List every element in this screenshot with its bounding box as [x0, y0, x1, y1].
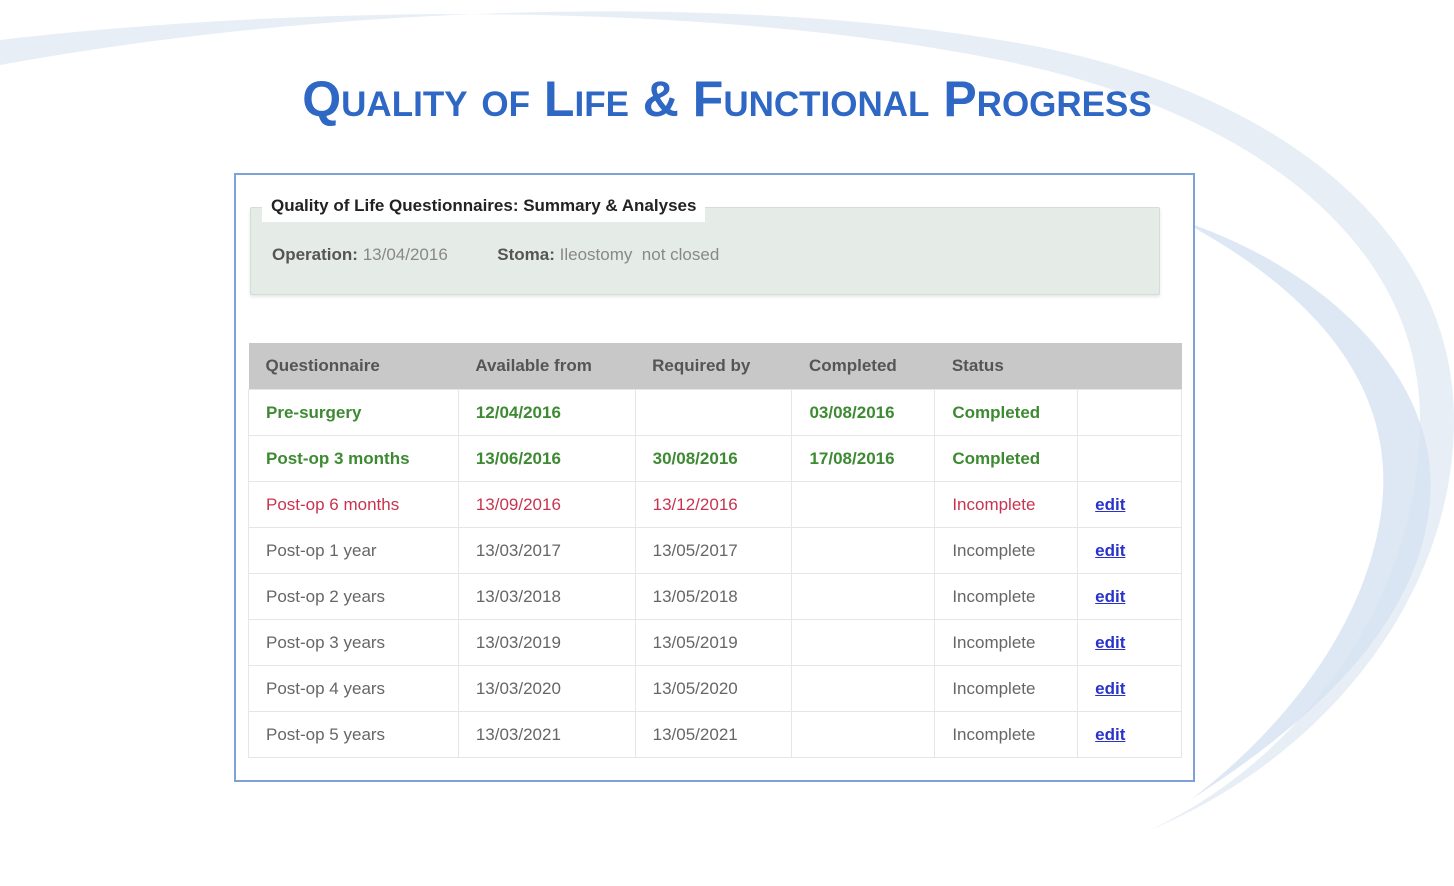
cell-required-by: 13/12/2016: [634, 481, 793, 528]
cell-completed: 17/08/2016: [791, 435, 936, 482]
cell-available-from: 13/09/2016: [457, 481, 636, 528]
cell-completed: [791, 665, 936, 712]
cell-status: Completed: [934, 435, 1079, 482]
cell-action: edit: [1077, 527, 1182, 574]
header-action: [1077, 343, 1182, 390]
cell-status: Incomplete: [934, 665, 1079, 712]
table-row: Post-op 3 months 13/06/2016 30/08/2016 17/0…: [248, 435, 1182, 482]
header-completed: Completed: [791, 343, 935, 390]
cell-available-from: 13/06/2016: [457, 435, 636, 482]
cell-completed: 03/08/2016: [791, 389, 936, 436]
header-required-by: Required by: [635, 343, 792, 390]
cell-action: edit: [1077, 573, 1182, 620]
questionnaire-table: Questionnaire Available from Required by…: [248, 343, 1182, 758]
cell-completed: [791, 527, 936, 574]
cell-required-by: 13/05/2021: [634, 711, 793, 758]
table-row: Post-op 5 years 13/03/2021 13/05/2021 Incom…: [248, 711, 1182, 758]
cell-questionnaire: Post-op 6 months: [248, 481, 459, 528]
questionnaire-panel: Quality of Life Questionnaires: Summary …: [234, 173, 1195, 782]
cell-action: [1077, 389, 1182, 436]
header-available-from: Available from: [458, 343, 636, 390]
cell-required-by: [634, 389, 793, 436]
cell-status: Incomplete: [934, 481, 1079, 528]
cell-required-by: 13/05/2019: [634, 619, 793, 666]
edit-link[interactable]: edit: [1095, 632, 1126, 652]
stoma-value: Ileostomy not closed: [559, 245, 720, 264]
cell-completed: [791, 619, 936, 666]
operation-value: 13/04/2016: [362, 245, 448, 264]
cell-status: Incomplete: [934, 711, 1079, 758]
cell-action: edit: [1077, 711, 1182, 758]
cell-action: edit: [1077, 481, 1182, 528]
edit-link[interactable]: edit: [1095, 724, 1126, 744]
cell-available-from: 13/03/2017: [457, 527, 636, 574]
cell-questionnaire: Post-op 3 years: [248, 619, 459, 666]
slide-title: Quality of Life & Functional Progress: [302, 71, 1152, 127]
cell-action: edit: [1077, 665, 1182, 712]
cell-required-by: 13/05/2018: [634, 573, 793, 620]
header-status: Status: [934, 343, 1078, 390]
cell-completed: [791, 711, 936, 758]
table-row: Post-op 3 years 13/03/2019 13/05/2019 Incom…: [248, 619, 1182, 666]
table-header-row: Questionnaire Available from Required by…: [248, 343, 1182, 390]
summary-info: Operation: 13/04/2016 Stoma: Ileostomy n…: [272, 245, 719, 265]
table-row: Post-op 6 months 13/09/2016 13/12/2016 Inco…: [248, 481, 1182, 528]
table-row: Pre-surgery 12/04/2016 03/08/2016 Completed: [248, 389, 1182, 436]
cell-completed: [791, 481, 936, 528]
cell-available-from: 13/03/2020: [457, 665, 636, 712]
table-row: Post-op 2 years 13/03/2018 13/05/2018 Incom…: [248, 573, 1182, 620]
cell-questionnaire: Post-op 3 months: [248, 435, 459, 482]
cell-completed: [791, 573, 936, 620]
cell-available-from: 13/03/2021: [457, 711, 636, 758]
cell-status: Incomplete: [934, 527, 1079, 574]
edit-link[interactable]: edit: [1095, 540, 1126, 560]
cell-questionnaire: Pre-surgery: [248, 389, 459, 436]
cell-available-from: 13/03/2019: [457, 619, 636, 666]
cell-questionnaire: Post-op 4 years: [248, 665, 459, 712]
cell-available-from: 12/04/2016: [457, 389, 636, 436]
edit-link[interactable]: edit: [1095, 494, 1126, 514]
cell-available-from: 13/03/2018: [457, 573, 636, 620]
cell-required-by: 13/05/2017: [634, 527, 793, 574]
stoma-label: Stoma:: [497, 245, 555, 264]
cell-questionnaire: Post-op 5 years: [248, 711, 459, 758]
table-row: Post-op 1 year 13/03/2017 13/05/2017 Incomp…: [248, 527, 1182, 574]
cell-status: Incomplete: [934, 573, 1079, 620]
header-questionnaire: Questionnaire: [248, 343, 459, 390]
cell-required-by: 13/05/2020: [634, 665, 793, 712]
cell-questionnaire: Post-op 1 year: [248, 527, 459, 574]
summary-legend: Quality of Life Questionnaires: Summary …: [262, 191, 706, 222]
cell-required-by: 30/08/2016: [634, 435, 793, 482]
cell-status: Completed: [934, 389, 1079, 436]
cell-action: [1077, 435, 1182, 482]
cell-questionnaire: Post-op 2 years: [248, 573, 459, 620]
edit-link[interactable]: edit: [1095, 586, 1126, 606]
cell-action: edit: [1077, 619, 1182, 666]
table-row: Post-op 4 years 13/03/2020 13/05/2020 Incom…: [248, 665, 1182, 712]
edit-link[interactable]: edit: [1095, 678, 1126, 698]
operation-label: Operation:: [272, 245, 358, 264]
cell-status: Incomplete: [934, 619, 1079, 666]
